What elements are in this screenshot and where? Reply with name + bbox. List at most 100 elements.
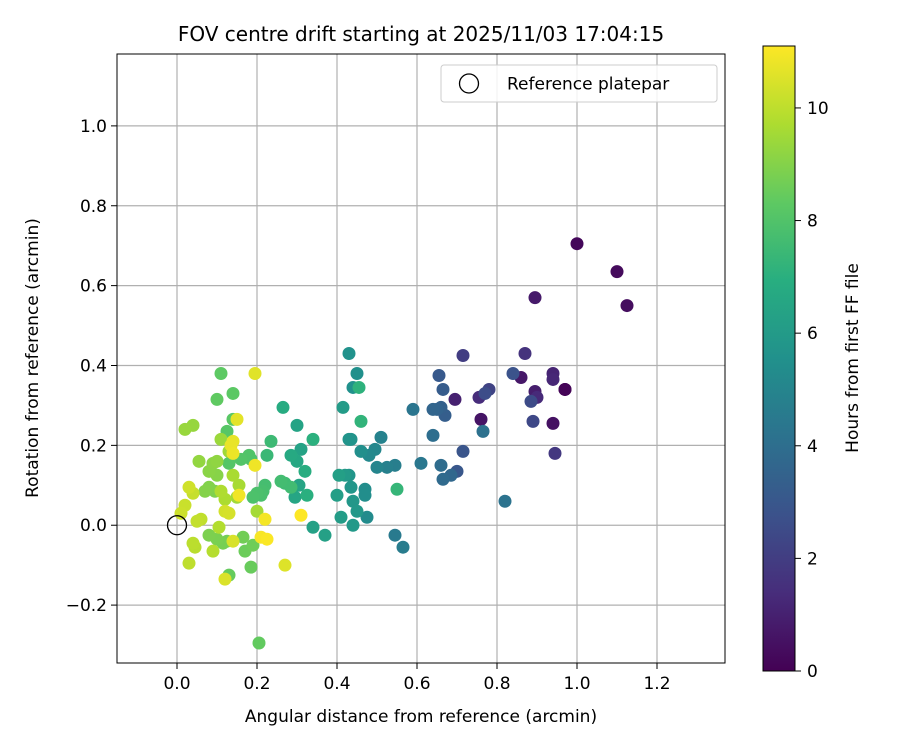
data-point: [226, 468, 240, 482]
data-point: [214, 432, 228, 446]
data-point: [342, 432, 356, 446]
data-point: [202, 528, 216, 542]
data-point: [258, 512, 272, 526]
y-tick-label: 0.8: [80, 197, 107, 217]
data-point: [214, 484, 228, 498]
data-point: [332, 468, 346, 482]
data-point: [294, 508, 308, 522]
y-axis-label: Rotation from reference (arcmin): [23, 218, 43, 498]
data-point: [474, 412, 488, 426]
data-point: [226, 534, 240, 548]
x-tick-label: 1.2: [643, 674, 670, 694]
data-point: [346, 518, 360, 532]
colorbar-tick-label: 6: [807, 324, 818, 344]
data-point: [290, 418, 304, 432]
data-point: [426, 402, 440, 416]
data-point: [218, 572, 232, 586]
y-tick-label: −0.2: [66, 596, 107, 616]
y-tick-label: 0.4: [80, 356, 107, 376]
data-point: [478, 386, 492, 400]
data-point: [524, 394, 538, 408]
legend: Reference platepar: [440, 64, 718, 103]
data-point: [298, 464, 312, 478]
data-point: [476, 424, 490, 438]
data-point: [498, 494, 512, 508]
data-point: [354, 414, 368, 428]
data-point: [300, 488, 314, 502]
colorbar-gradient: [762, 45, 796, 672]
data-point: [414, 456, 428, 470]
data-point: [236, 530, 250, 544]
legend-marker-icon: [458, 73, 480, 94]
x-tick-label: 1.0: [563, 674, 590, 694]
data-point: [548, 446, 562, 460]
plot-frame: [116, 53, 726, 664]
data-point: [346, 494, 360, 508]
data-point: [620, 299, 634, 313]
data-point: [248, 366, 262, 380]
data-point: [274, 474, 288, 488]
data-point: [350, 504, 364, 518]
data-point: [246, 490, 260, 504]
data-point: [406, 402, 420, 416]
data-point: [222, 506, 236, 520]
data-point: [436, 472, 450, 486]
data-point: [230, 412, 244, 426]
x-tick-label: 0.0: [163, 674, 190, 694]
data-point: [546, 372, 560, 386]
data-point: [246, 538, 260, 552]
data-point: [250, 504, 264, 518]
data-point: [212, 520, 226, 534]
data-point: [390, 482, 404, 496]
colorbar: 0 2 4 6 8 10 Hours from first FF file: [762, 45, 863, 682]
data-point: [370, 460, 384, 474]
data-point: [210, 392, 224, 406]
data-point: [350, 366, 364, 380]
data-point: [388, 528, 402, 542]
data-point: [360, 510, 374, 524]
colorbar-tick-label: 0: [807, 662, 818, 682]
data-point: [248, 458, 262, 472]
legend-label: Reference platepar: [507, 75, 669, 95]
data-point: [432, 368, 446, 382]
data-point: [260, 448, 274, 462]
data-point: [558, 382, 572, 396]
colorbar-ticks: 0 2 4 6 8 10: [795, 99, 829, 682]
data-point: [260, 532, 274, 546]
data-point: [330, 488, 344, 502]
legend-box: [440, 64, 718, 103]
data-point: [456, 349, 470, 363]
data-point: [174, 506, 188, 520]
reference-platepar-marker: [166, 515, 188, 536]
data-point: [186, 536, 200, 550]
data-point: [528, 291, 542, 305]
data-point: [244, 560, 258, 574]
data-point: [222, 456, 236, 470]
data-point: [190, 514, 204, 528]
data-point: [334, 510, 348, 524]
colorbar-label: Hours from first FF file: [843, 263, 863, 453]
y-axis-ticks: −0.2 0.0 0.2 0.4 0.6 0.8 1.0: [66, 117, 117, 616]
data-point: [182, 480, 196, 494]
data-point: [232, 478, 246, 492]
data-point: [284, 448, 298, 462]
colorbar-tick-label: 4: [807, 437, 818, 457]
data-point: [546, 416, 560, 430]
data-point: [344, 480, 358, 494]
data-point: [342, 347, 356, 361]
data-point: [294, 442, 308, 456]
colorbar-tick-label: 8: [807, 212, 818, 232]
data-point: [264, 434, 278, 448]
data-point: [526, 414, 540, 428]
data-point: [178, 422, 192, 436]
y-tick-label: 0.2: [80, 436, 107, 456]
data-point: [206, 544, 220, 558]
data-point: [436, 382, 450, 396]
y-tick-label: 0.0: [80, 516, 107, 536]
x-axis-ticks: 0.0 0.2 0.4 0.6 0.8 1.0 1.2: [163, 663, 671, 694]
data-point: [380, 460, 394, 474]
data-point: [306, 520, 320, 534]
grid: [117, 54, 725, 663]
x-tick-label: 0.4: [323, 674, 350, 694]
